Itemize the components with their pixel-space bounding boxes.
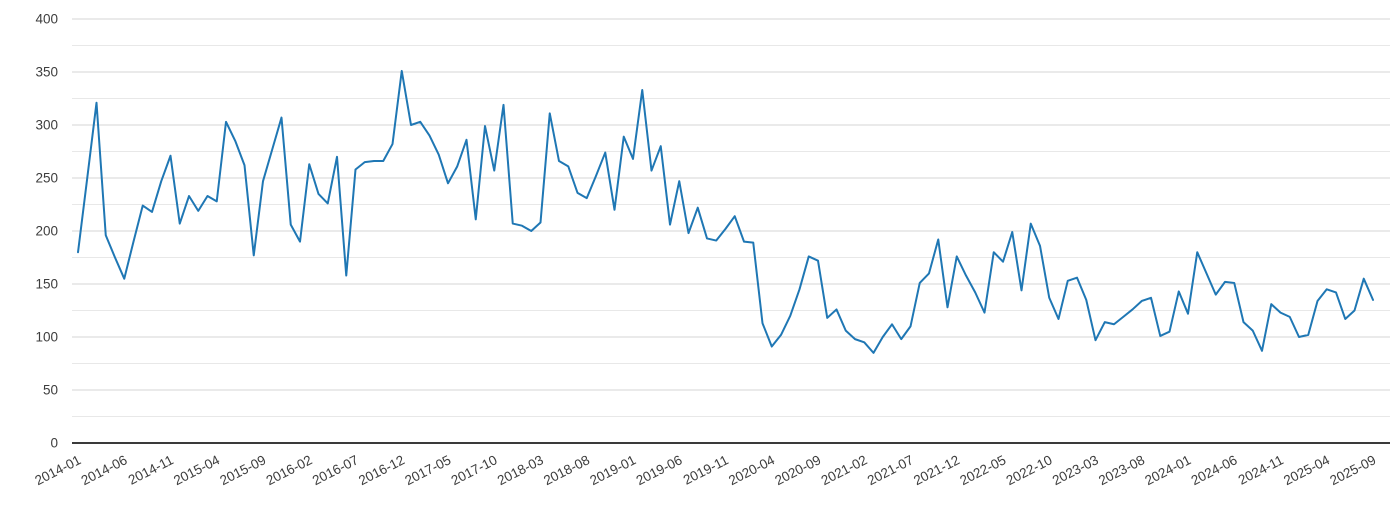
x-axis-labels: 2014-012014-062014-112015-042015-092016-… bbox=[32, 452, 1378, 488]
x-axis-tick-label: 2024-06 bbox=[1189, 452, 1240, 488]
y-axis-tick-label: 100 bbox=[35, 330, 58, 345]
x-axis-tick-label: 2019-01 bbox=[587, 452, 638, 488]
x-axis-tick-label: 2020-04 bbox=[726, 452, 777, 488]
x-axis-tick-label: 2015-09 bbox=[217, 452, 268, 488]
x-axis-tick-label: 2018-03 bbox=[495, 452, 546, 488]
x-axis-tick-label: 2022-05 bbox=[957, 452, 1008, 488]
x-axis-tick-label: 2019-11 bbox=[681, 452, 731, 487]
x-axis-tick-label: 2016-02 bbox=[264, 452, 315, 488]
x-axis-tick-label: 2018-08 bbox=[541, 452, 592, 488]
x-axis-tick-label: 2015-04 bbox=[171, 452, 222, 488]
x-axis-tick-label: 2022-10 bbox=[1004, 452, 1055, 488]
y-axis-tick-label: 150 bbox=[35, 277, 58, 292]
x-axis-tick-label: 2017-05 bbox=[402, 452, 453, 488]
y-axis-labels: 0 50 100 150 200 250 300 350 400 bbox=[35, 12, 58, 451]
y-axis-tick-label: 50 bbox=[43, 383, 58, 398]
x-axis-tick-label: 2021-12 bbox=[911, 452, 962, 488]
x-axis-tick-label: 2014-11 bbox=[126, 452, 176, 487]
x-axis-tick-label: 2021-02 bbox=[819, 452, 870, 488]
x-axis-tick-label: 2016-07 bbox=[310, 452, 361, 488]
x-axis-tick-label: 2025-04 bbox=[1281, 452, 1332, 488]
x-axis-tick-label: 2020-09 bbox=[772, 452, 823, 488]
gridlines bbox=[72, 18, 1390, 444]
x-axis-tick-label: 2023-03 bbox=[1050, 452, 1101, 488]
y-axis-tick-label: 0 bbox=[50, 436, 58, 451]
x-axis-tick-label: 2024-01 bbox=[1142, 452, 1193, 488]
x-axis-tick-label: 2021-07 bbox=[865, 452, 916, 488]
y-axis-tick-label: 400 bbox=[35, 12, 58, 27]
y-axis-tick-label: 250 bbox=[35, 171, 58, 186]
x-axis-tick-label: 2014-06 bbox=[79, 452, 130, 488]
y-axis-tick-label: 200 bbox=[35, 224, 58, 239]
x-axis-tick-label: 2024-11 bbox=[1236, 452, 1286, 487]
x-axis-tick-label: 2014-01 bbox=[32, 452, 83, 488]
y-axis-tick-label: 300 bbox=[35, 118, 58, 133]
x-axis-tick-label: 2023-08 bbox=[1096, 452, 1147, 488]
x-axis-tick-label: 2025-09 bbox=[1327, 452, 1378, 488]
x-axis-tick-label: 2019-06 bbox=[634, 452, 685, 488]
x-axis-tick-label: 2017-10 bbox=[449, 452, 500, 488]
x-axis-tick-label: 2016-12 bbox=[356, 452, 407, 488]
y-axis-tick-label: 350 bbox=[35, 65, 58, 80]
data-series-line bbox=[77, 69, 1374, 354]
